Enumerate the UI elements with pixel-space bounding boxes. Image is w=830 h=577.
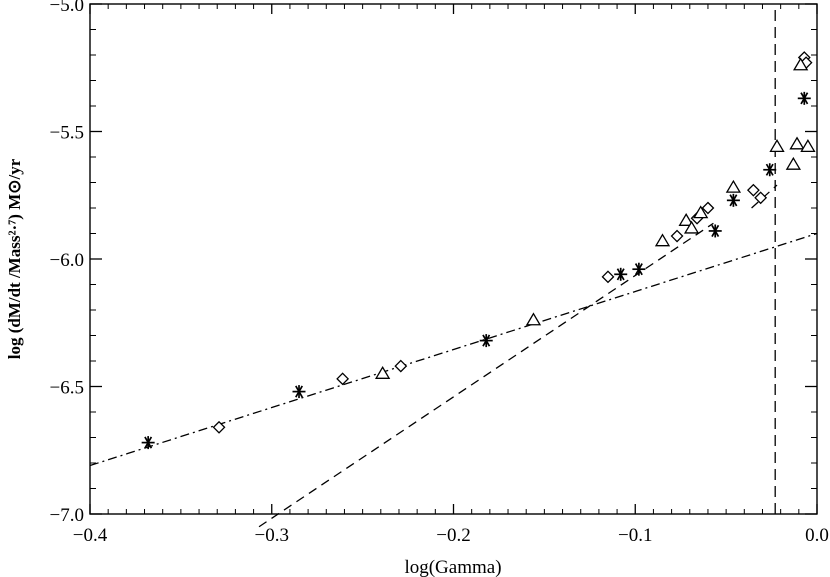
triangle-marker [374, 365, 391, 379]
x-tick-label: −0.1 [618, 525, 652, 546]
x-axis-title: log(Gamma) [404, 557, 501, 577]
diamond-marker [670, 229, 684, 243]
asterisk-marker [763, 163, 777, 177]
fit-lines [89, 4, 818, 528]
asterisk-marker [797, 91, 811, 105]
x-tick-label: −0.2 [436, 525, 470, 546]
diamond-marker [754, 191, 768, 205]
asterisk-marker [292, 385, 306, 399]
asterisk-marker [708, 224, 722, 238]
y-axis-title: log (dM/dt /Mass²·⁷) M⊙/yr [5, 158, 24, 359]
diamond-marker [336, 372, 350, 386]
x-tick-label: −0.3 [255, 525, 289, 546]
y-tick-label: −5.0 [50, 0, 84, 16]
asterisk-marker [632, 262, 646, 276]
triangle-marker [725, 179, 742, 193]
triangle-marker [683, 220, 700, 234]
axis-ticks [89, 3, 818, 515]
triangle-marker [693, 205, 709, 219]
tick-labels: −0.4 −0.3 −0.2 −0.1 0.0 −7.0 −6.5 −6.0 −5.5 −5.0 [50, 0, 829, 546]
triangle-marker [789, 136, 805, 150]
x-tick-label: 0.0 [805, 525, 829, 546]
triangle-marker [678, 212, 694, 226]
diamond-marker [212, 420, 226, 434]
x-tick-label: −0.4 [73, 525, 108, 546]
triangle-marker [800, 139, 816, 153]
triangle-marker [793, 57, 809, 71]
fit-line-dash-dot [89, 232, 818, 467]
asterisk-marker [141, 436, 155, 450]
asterisk-marker [479, 334, 493, 348]
triangle-marker [785, 156, 802, 170]
plot-frame [89, 3, 818, 515]
asterisk-marker [614, 267, 628, 281]
triangle-marker [769, 139, 785, 153]
y-tick-label: −7.0 [50, 505, 84, 526]
y-tick-label: −6.5 [50, 378, 84, 399]
diamond-marker [701, 201, 715, 215]
asterisk-marker [726, 193, 740, 207]
triangle-marker [525, 312, 542, 326]
triangle-marker [654, 233, 671, 247]
diamond-marker [601, 270, 615, 284]
diamond-marker [394, 359, 408, 373]
diamond-marker [746, 183, 760, 197]
y-tick-label: −5.5 [50, 123, 84, 144]
y-tick-label: −6.0 [50, 250, 84, 271]
data-markers [141, 51, 816, 450]
fit-line-dashed [258, 222, 714, 528]
